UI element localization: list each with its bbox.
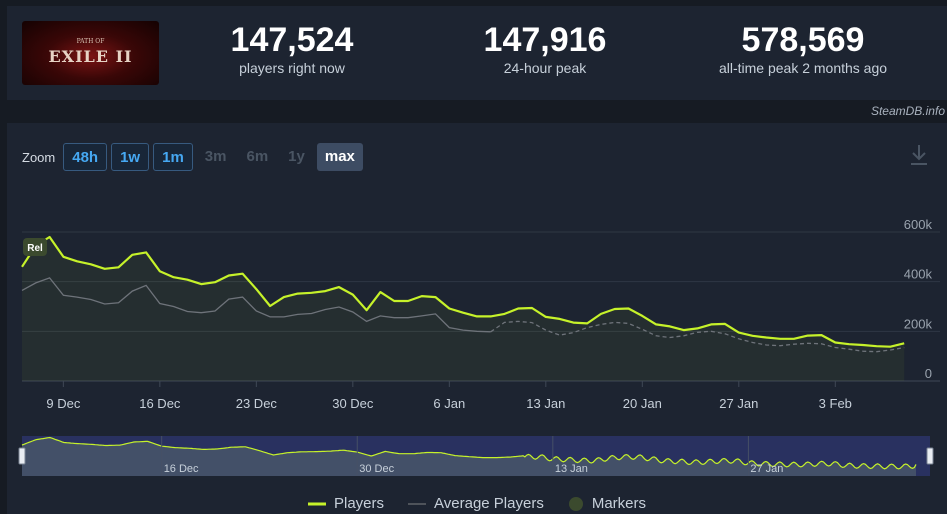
zoom-6m-button: 6m [246,148,269,165]
zoom-label: Zoom [22,149,56,165]
steamdb-credit[interactable]: SteamDB.info [870,104,945,118]
logo-subtitle: PATH OF [76,38,105,45]
players-line-icon [308,502,326,505]
logo-title: EXILE II [48,47,133,66]
stat-label: 24-hour peak [503,60,587,76]
legend-label: Markers [591,495,646,512]
zoom-max-button[interactable]: max [316,143,363,171]
game-logo[interactable]: PATH OF EXILE II [22,21,159,85]
legend-label: Average Players [434,495,544,512]
legend-label: Players [334,495,385,512]
legend-markers[interactable]: Markers [568,495,646,512]
legend-average-players[interactable]: Average Players [408,495,544,512]
stat-all-time-peak: 578,569 all-time peak 2 months ago [683,20,923,76]
zoom-48h-button[interactable]: 48h [63,143,108,171]
chart-panel: Zoom 48h 1w 1m 3m 6m 1y max Players Aver… [7,123,947,514]
stat-label: all-time peak 2 months ago [718,60,888,76]
stat-value: 147,524 [230,21,354,59]
stat-24h-peak: 147,916 24-hour peak [425,20,665,76]
zoom-1m-button[interactable]: 1m [153,143,193,171]
zoom-bar: Zoom 48h 1w 1m 3m 6m 1y max [22,143,363,171]
stat-value: 147,916 [483,21,607,59]
download-icon[interactable] [909,143,929,167]
stat-label: players right now [239,60,345,76]
stats-header: PATH OF EXILE II 147,524 players right n… [7,6,947,100]
stat-value: 578,569 [741,21,865,59]
zoom-1w-button[interactable]: 1w [111,143,150,171]
marker-dot-icon [568,496,583,511]
average-line-icon [408,502,427,505]
zoom-3m-button: 3m [204,148,227,165]
stat-current-players: 147,524 players right now [172,20,412,76]
chart-legend: Players Average Players Markers [7,495,947,512]
zoom-1y-button: 1y [288,148,305,165]
legend-players[interactable]: Players [308,495,384,512]
